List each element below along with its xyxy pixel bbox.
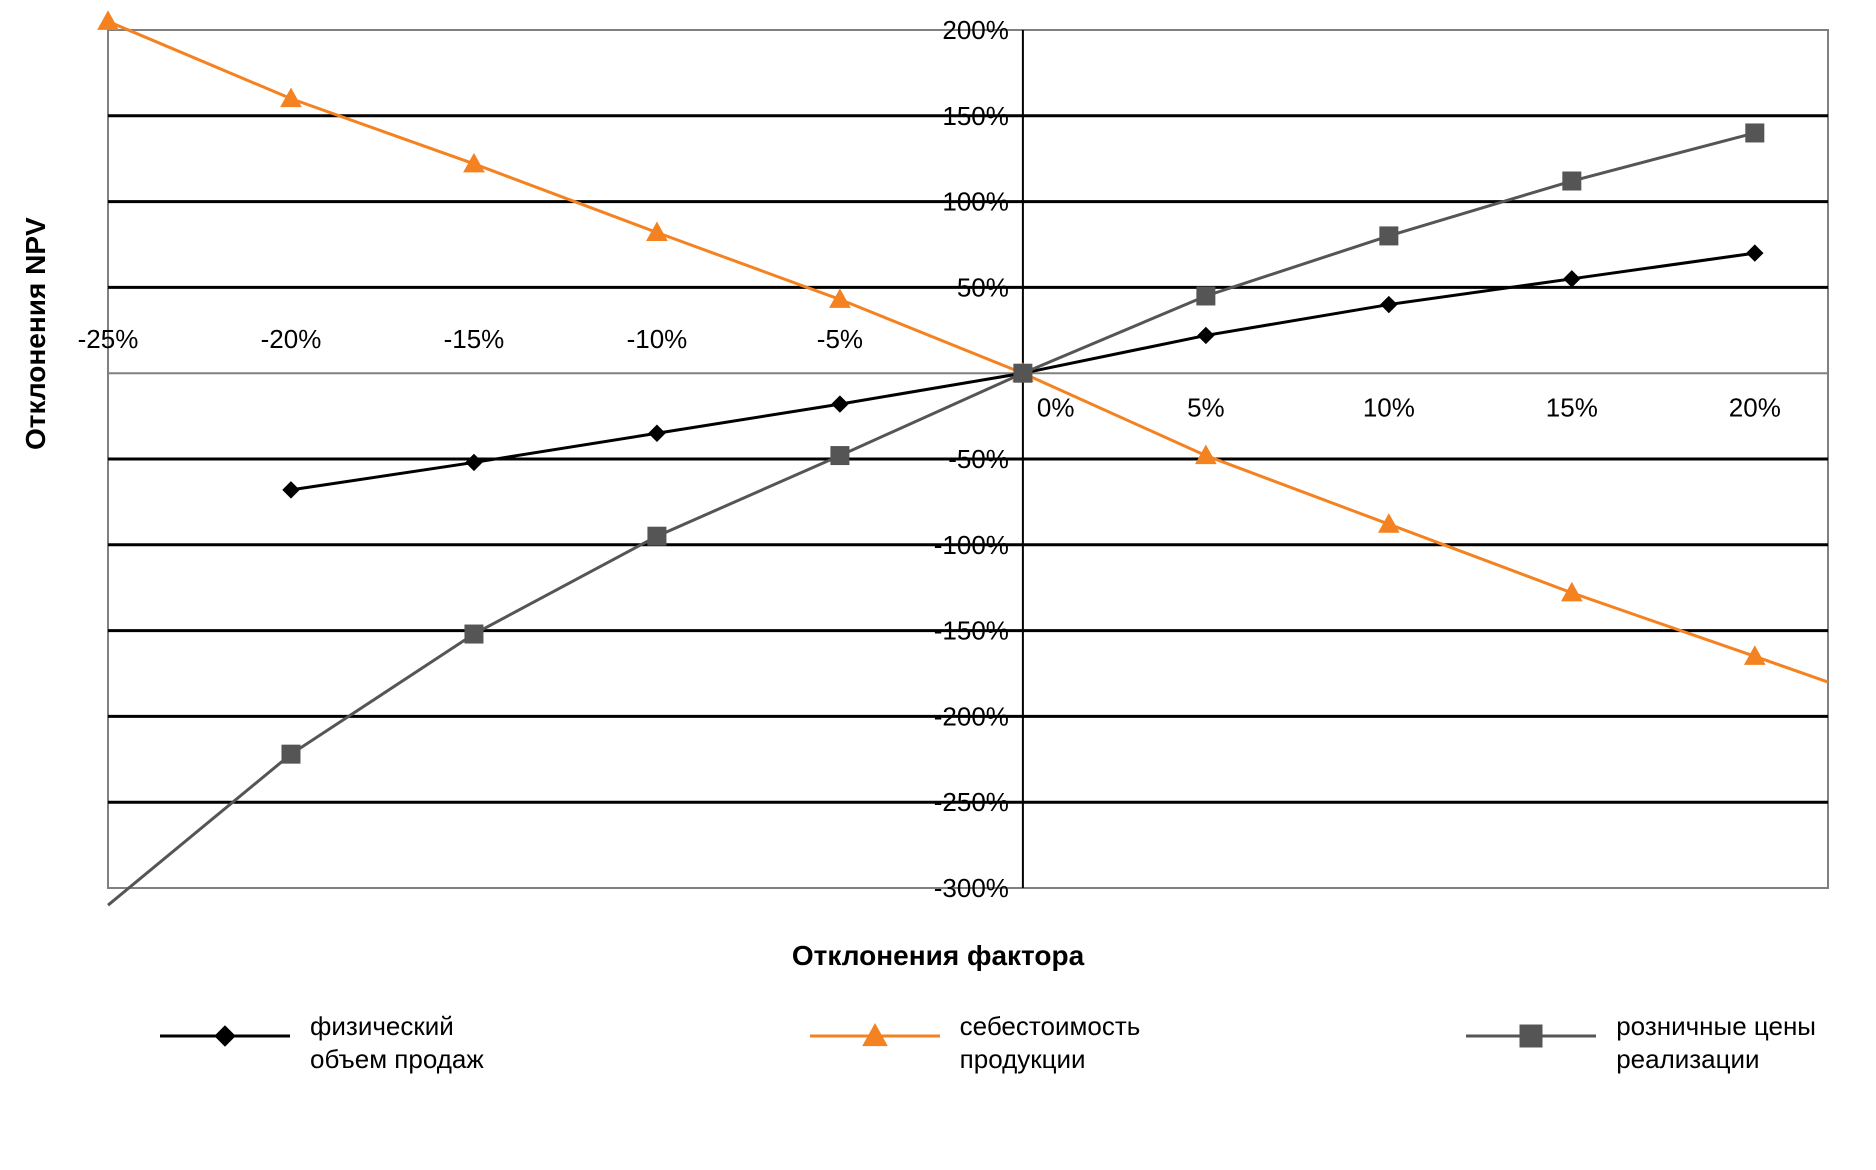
legend-item-price: розничные ценыреализации <box>1466 1010 1816 1075</box>
svg-text:-200%: -200% <box>934 701 1009 731</box>
svg-text:-25%: -25% <box>78 324 139 354</box>
svg-text:100%: 100% <box>942 187 1009 217</box>
legend-text-price: розничные ценыреализации <box>1616 1010 1816 1075</box>
svg-text:-300%: -300% <box>934 873 1009 903</box>
chart-legend: физическийобъем продаж себестоимостьпрод… <box>160 1010 1816 1075</box>
sensitivity-chart: -300% -250% -200% -150% -100% -50% 50% 100% 150%… <box>0 0 1876 920</box>
svg-text:-100%: -100% <box>934 530 1009 560</box>
x-axis-label: Отклонения фактора <box>0 940 1876 972</box>
legend-swatch-cost <box>810 1016 940 1056</box>
svg-text:-20%: -20% <box>261 324 322 354</box>
svg-text:15%: 15% <box>1546 393 1598 423</box>
svg-text:10%: 10% <box>1363 393 1415 423</box>
svg-text:200%: 200% <box>942 15 1009 45</box>
svg-text:50%: 50% <box>957 272 1009 302</box>
svg-text:5%: 5% <box>1187 393 1225 423</box>
legend-swatch-price <box>1466 1016 1596 1056</box>
legend-text-cost: себестоимостьпродукции <box>960 1010 1141 1075</box>
svg-text:-15%: -15% <box>444 324 505 354</box>
svg-text:150%: 150% <box>942 101 1009 131</box>
svg-text:-5%: -5% <box>817 324 863 354</box>
legend-swatch-volume <box>160 1016 290 1056</box>
svg-text:0%: 0% <box>1037 393 1075 423</box>
chart-container: Отклонения NPV -300% -250% -200% -150% -100%… <box>0 0 1876 1170</box>
legend-item-cost: себестоимостьпродукции <box>810 1010 1141 1075</box>
svg-text:-50%: -50% <box>948 444 1009 474</box>
legend-item-volume: физическийобъем продаж <box>160 1010 484 1075</box>
svg-text:-10%: -10% <box>627 324 688 354</box>
y-axis-label: Отклонения NPV <box>20 217 52 450</box>
svg-text:-150%: -150% <box>934 616 1009 646</box>
legend-text-volume: физическийобъем продаж <box>310 1010 484 1075</box>
svg-text:-250%: -250% <box>934 787 1009 817</box>
svg-text:20%: 20% <box>1729 393 1781 423</box>
